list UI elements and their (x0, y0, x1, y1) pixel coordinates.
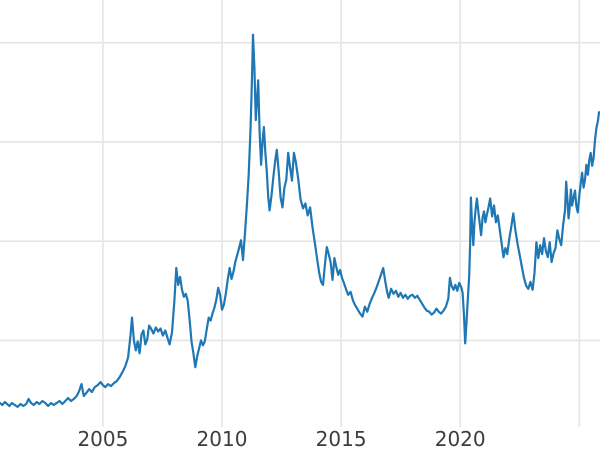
x-tick-label: 2005 (77, 427, 128, 450)
price-line-series (0, 33, 600, 408)
x-axis-tick-labels: 2005 2010 2015 2020 (77, 427, 485, 450)
vertical-gridlines (102, 0, 581, 427)
x-tick-label: 2015 (316, 427, 367, 450)
x-tick-label: 2010 (197, 427, 248, 450)
horizontal-gridlines (0, 41, 600, 342)
x-tick-label: 2020 (435, 427, 486, 450)
